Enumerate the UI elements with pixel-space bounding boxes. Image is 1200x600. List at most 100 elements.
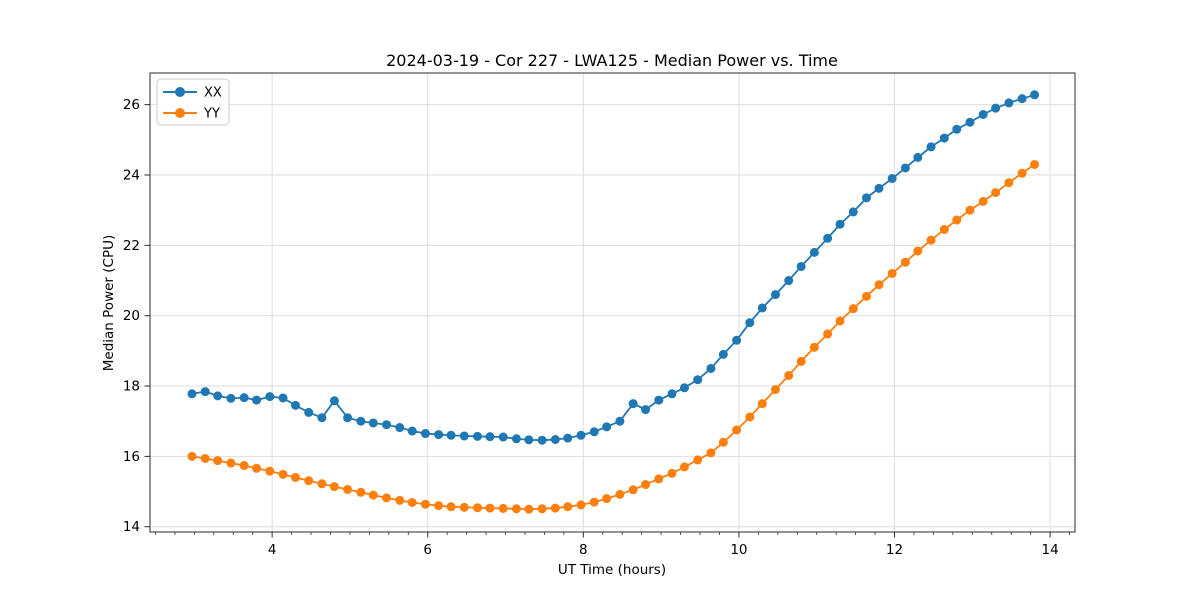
series-line-yy	[191, 163, 1036, 511]
data-point-xx	[965, 117, 975, 127]
legend-entry-yy: YY	[163, 107, 220, 122]
data-point-yy	[706, 448, 716, 458]
data-point-xx	[1030, 90, 1040, 100]
data-point-yy	[368, 490, 378, 500]
data-point-xx	[420, 429, 430, 439]
data-point-yy	[511, 504, 521, 514]
y-tick-label: 14	[123, 519, 140, 535]
y-tick-label: 24	[123, 168, 140, 184]
data-point-xx	[706, 363, 716, 373]
data-point-yy	[537, 504, 547, 514]
data-point-yy	[887, 268, 897, 278]
data-point-xx	[576, 430, 586, 440]
data-point-xx	[809, 247, 819, 257]
data-point-xx	[628, 399, 638, 409]
data-point-xx	[459, 431, 469, 441]
legend: XX YY	[156, 78, 230, 126]
data-point-yy	[991, 188, 1001, 198]
data-point-yy	[900, 257, 910, 267]
data-point-xx	[784, 276, 794, 286]
data-point-xx	[278, 393, 288, 403]
data-point-yy	[200, 453, 210, 463]
data-point-xx	[395, 423, 405, 433]
data-point-xx	[641, 405, 651, 415]
x-tick-label: 8	[579, 542, 588, 558]
legend-marker-yy	[175, 108, 185, 118]
data-point-xx	[939, 133, 949, 143]
data-point-xx	[913, 152, 923, 162]
y-tick-label: 20	[123, 308, 140, 324]
y-axis-label: Median Power (CPU)	[101, 235, 117, 371]
data-point-yy	[835, 316, 845, 326]
data-point-xx	[679, 383, 689, 393]
data-point-yy	[809, 342, 819, 352]
data-point-yy	[602, 494, 612, 504]
data-point-xx	[304, 407, 314, 417]
data-point-xx	[239, 393, 249, 403]
data-point-xx	[213, 391, 223, 401]
data-point-yy	[770, 385, 780, 395]
data-point-yy	[939, 225, 949, 235]
x-tick-label: 14	[1042, 542, 1059, 558]
data-point-xx	[498, 432, 508, 442]
data-point-xx	[615, 416, 625, 426]
data-point-yy	[278, 469, 288, 479]
data-point-xx	[511, 434, 521, 444]
data-point-yy	[745, 412, 755, 422]
legend-marker-xx	[175, 87, 185, 97]
data-point-xx	[434, 430, 444, 440]
data-point-yy	[226, 458, 236, 468]
data-point-yy	[382, 493, 391, 503]
data-point-xx	[757, 303, 767, 313]
data-point-xx	[356, 416, 366, 426]
data-point-yy	[589, 497, 599, 507]
data-point-yy	[239, 461, 249, 471]
plot-frame	[149, 72, 1076, 533]
data-point-yy	[757, 399, 767, 409]
data-point-xx	[796, 261, 806, 271]
data-point-yy	[874, 280, 884, 290]
data-point-yy	[693, 455, 703, 465]
data-point-yy	[576, 500, 586, 510]
data-point-xx	[823, 233, 833, 243]
data-point-yy	[978, 196, 988, 206]
data-point-yy	[615, 489, 625, 499]
data-point-xx	[446, 430, 456, 440]
chart-title: 2024-03-19 - Cor 227 - LWA125 - Median P…	[386, 51, 838, 70]
data-point-yy	[434, 501, 444, 511]
data-point-xx	[718, 349, 728, 359]
data-point-xx	[862, 193, 872, 203]
data-point-yy	[329, 482, 339, 492]
data-point-xx	[602, 422, 612, 432]
data-point-xx	[978, 110, 988, 119]
data-point-xx	[329, 396, 339, 406]
legend-label-xx: XX	[204, 86, 222, 101]
legend-entry-xx: XX	[163, 86, 222, 101]
data-point-yy	[420, 499, 430, 509]
y-tick-label: 22	[123, 238, 140, 254]
legend-label-yy: YY	[203, 107, 220, 122]
data-point-yy	[641, 480, 651, 490]
series-layer	[187, 90, 1040, 514]
data-point-xx	[473, 431, 483, 441]
data-point-xx	[524, 435, 534, 445]
data-point-xx	[485, 432, 495, 442]
data-point-yy	[965, 205, 975, 215]
data-point-yy	[563, 502, 573, 512]
data-point-xx	[874, 183, 884, 193]
data-point-xx	[1004, 98, 1014, 108]
data-point-yy	[473, 503, 483, 513]
data-point-xx	[693, 375, 703, 385]
data-point-yy	[187, 451, 197, 461]
data-point-xx	[654, 395, 664, 405]
data-point-yy	[913, 246, 923, 256]
data-point-xx	[900, 163, 910, 173]
data-point-yy	[732, 425, 742, 435]
data-point-yy	[667, 468, 677, 478]
data-point-xx	[187, 389, 197, 399]
data-point-xx	[991, 103, 1001, 113]
data-point-xx	[368, 418, 378, 428]
data-point-yy	[343, 484, 353, 494]
x-axis-label: UT Time (hours)	[558, 562, 666, 578]
data-point-xx	[317, 413, 327, 423]
